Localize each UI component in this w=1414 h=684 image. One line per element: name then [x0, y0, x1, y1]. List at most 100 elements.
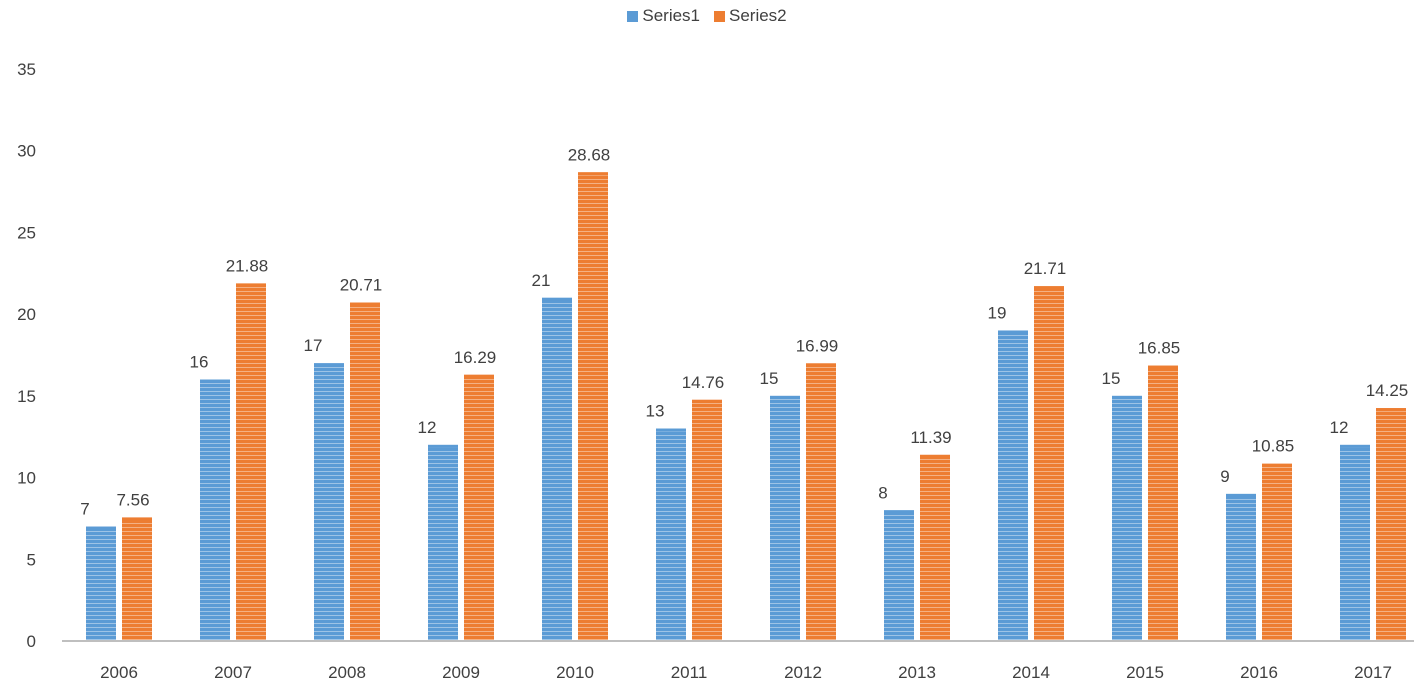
bar-cap-series2 [920, 454, 950, 458]
y-axis: 0 5 10 15 20 25 30 35 [17, 60, 36, 651]
bar-series2 [920, 454, 950, 641]
bars: 7 7.56 16 21.88 17 20.71 12 16.29 21 28.68 13 14.76… [80, 145, 1408, 641]
bar-series1 [86, 526, 116, 641]
bar-cap-series2 [1262, 463, 1292, 467]
bar-series1 [656, 428, 686, 641]
bar-series2 [236, 283, 266, 641]
data-label-series1: 21 [532, 271, 551, 290]
x-tick-label: 2015 [1126, 663, 1164, 682]
x-tick-label: 2009 [442, 663, 480, 682]
x-tick-label: 2017 [1354, 663, 1392, 682]
y-tick-label: 30 [17, 142, 36, 161]
bar-series2 [122, 517, 152, 641]
bar-cap-series1 [884, 510, 914, 514]
bar-cap-series2 [464, 374, 494, 378]
y-tick-label: 20 [17, 305, 36, 324]
data-label-series2: 14.25 [1366, 381, 1409, 400]
bar-series1 [428, 444, 458, 641]
data-label-series2: 21.88 [226, 256, 269, 275]
legend-swatch-series2 [714, 10, 725, 22]
data-label-series2: 20.71 [340, 276, 383, 295]
bar-cap-series1 [998, 330, 1028, 334]
y-tick-label: 10 [17, 469, 36, 488]
bar-cap-series1 [542, 297, 572, 301]
data-label-series2: 7.56 [116, 490, 149, 509]
data-label-series2: 11.39 [910, 428, 951, 447]
bar-cap-series2 [692, 399, 722, 403]
data-label-series1: 15 [760, 369, 779, 388]
bar-series2 [1148, 365, 1178, 641]
data-label-series1: 19 [988, 303, 1007, 322]
bar-cap-series1 [200, 379, 230, 383]
bar-series1 [1340, 444, 1370, 641]
y-tick-label: 5 [27, 550, 36, 569]
bar-series1 [542, 297, 572, 641]
bar-cap-series2 [806, 363, 836, 367]
bar-cap-series1 [1226, 493, 1256, 497]
legend-item-series1: Series1 [627, 6, 700, 26]
bar-series2 [692, 399, 722, 641]
data-label-series1: 15 [1102, 369, 1121, 388]
bar-cap-series1 [770, 395, 800, 399]
bar-cap-series2 [122, 517, 152, 521]
bar-cap-series1 [1112, 395, 1142, 399]
bar-series2 [578, 172, 608, 641]
bar-cap-series2 [236, 283, 266, 287]
data-label-series1: 13 [646, 402, 665, 421]
x-tick-label: 2008 [328, 663, 366, 682]
bar-cap-series2 [1034, 286, 1064, 290]
x-tick-label: 2010 [556, 663, 594, 682]
data-label-series1: 7 [80, 500, 89, 519]
y-tick-label: 35 [17, 60, 36, 79]
y-tick-label: 25 [17, 223, 36, 242]
bar-series2 [1034, 286, 1064, 641]
data-label-series1: 16 [190, 353, 209, 372]
bar-series2 [350, 302, 380, 641]
bar-cap-series2 [578, 172, 608, 176]
bar-series1 [1226, 493, 1256, 641]
bar-series2 [464, 374, 494, 641]
bar-cap-series1 [314, 363, 344, 367]
y-tick-label: 15 [17, 387, 36, 406]
bar-cap-series2 [1148, 365, 1178, 369]
bar-series1 [770, 395, 800, 641]
x-tick-label: 2016 [1240, 663, 1278, 682]
x-tick-label: 2006 [100, 663, 138, 682]
chart-legend: Series1 Series2 [0, 6, 1414, 26]
data-label-series1: 12 [1330, 418, 1349, 437]
data-label-series1: 17 [304, 336, 323, 355]
data-label-series2: 14.76 [682, 373, 725, 392]
bar-series1 [998, 330, 1028, 641]
bar-series2 [1262, 463, 1292, 641]
legend-item-series2: Series2 [714, 6, 787, 26]
data-label-series2: 16.29 [454, 348, 497, 367]
data-label-series1: 12 [418, 418, 437, 437]
bar-cap-series1 [428, 444, 458, 448]
x-tick-label: 2011 [671, 663, 708, 682]
x-axis: 2006 2007 2008 2009 2010 2011 2012 2013 2014 2015… [62, 640, 1414, 682]
data-label-series2: 16.85 [1138, 339, 1181, 358]
bar-cap-series1 [656, 428, 686, 432]
x-tick-label: 2012 [784, 663, 822, 682]
bar-series1 [314, 363, 344, 641]
bar-series1 [200, 379, 230, 641]
data-label-series2: 16.99 [796, 336, 839, 355]
y-tick-label: 0 [27, 632, 36, 651]
bar-cap-series1 [86, 526, 116, 530]
data-label-series1: 9 [1220, 467, 1229, 486]
legend-label-series2: Series2 [729, 6, 787, 25]
bar-cap-series2 [1376, 408, 1406, 412]
data-label-series1: 8 [878, 483, 887, 502]
x-tick-label: 2013 [898, 663, 936, 682]
legend-label-series1: Series1 [642, 6, 700, 25]
bar-series2 [1376, 408, 1406, 641]
bar-cap-series2 [350, 302, 380, 306]
data-label-series2: 10.85 [1252, 437, 1295, 456]
data-label-series2: 21.71 [1024, 259, 1067, 278]
legend-swatch-series1 [627, 10, 639, 22]
x-tick-label: 2014 [1012, 663, 1050, 682]
data-label-series2: 28.68 [568, 145, 611, 164]
x-tick-label: 2007 [214, 663, 252, 682]
bar-series1 [1112, 395, 1142, 641]
